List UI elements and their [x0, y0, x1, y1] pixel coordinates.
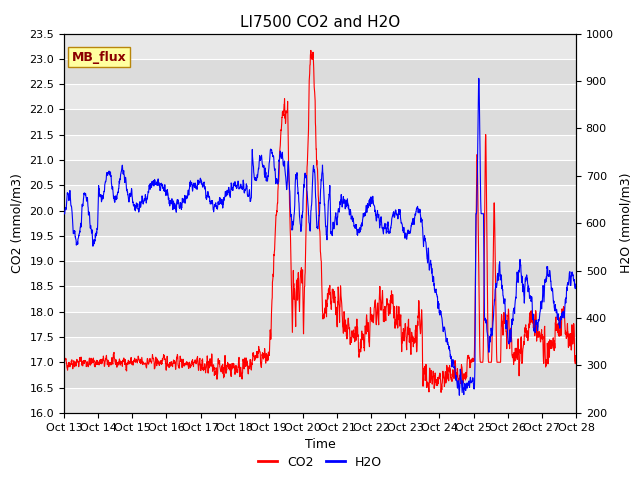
H2O: [335, 205, 342, 211]
Bar: [64, 387, 576, 413]
X-axis label: Time: Time: [305, 438, 335, 451]
H2O: [572, 281, 580, 287]
Bar: [64, 59, 576, 84]
H2O: [346, 212, 353, 218]
Bar: [64, 160, 576, 185]
Bar: [64, 84, 576, 109]
H2O: [203, 195, 211, 201]
CO2: [335, 294, 342, 300]
Bar: [64, 135, 576, 160]
H2O: [456, 392, 463, 398]
Title: LI7500 CO2 and H2O: LI7500 CO2 and H2O: [240, 15, 400, 30]
CO2: [203, 359, 211, 365]
H2O: [541, 279, 549, 285]
Y-axis label: H2O (mmol/m3): H2O (mmol/m3): [620, 173, 632, 274]
CO2: [572, 356, 580, 361]
CO2: [437, 389, 445, 395]
H2O: [475, 75, 483, 81]
Bar: [64, 287, 576, 312]
Bar: [64, 362, 576, 387]
CO2: [527, 308, 535, 313]
CO2: [307, 48, 315, 53]
Bar: [64, 185, 576, 211]
Bar: [64, 34, 576, 59]
Bar: [64, 261, 576, 287]
Bar: [64, 109, 576, 135]
CO2: [60, 358, 68, 364]
H2O: [527, 298, 535, 303]
Legend: CO2, H2O: CO2, H2O: [253, 451, 387, 474]
Text: MB_flux: MB_flux: [72, 51, 127, 64]
Line: CO2: CO2: [64, 50, 576, 392]
CO2: [469, 356, 477, 361]
Y-axis label: CO2 (mmol/m3): CO2 (mmol/m3): [11, 173, 24, 273]
CO2: [346, 329, 354, 335]
H2O: [60, 211, 68, 216]
CO2: [541, 359, 549, 365]
Bar: [64, 236, 576, 261]
Bar: [64, 337, 576, 362]
H2O: [468, 378, 476, 384]
Bar: [64, 312, 576, 337]
Line: H2O: H2O: [64, 78, 576, 395]
Bar: [64, 211, 576, 236]
